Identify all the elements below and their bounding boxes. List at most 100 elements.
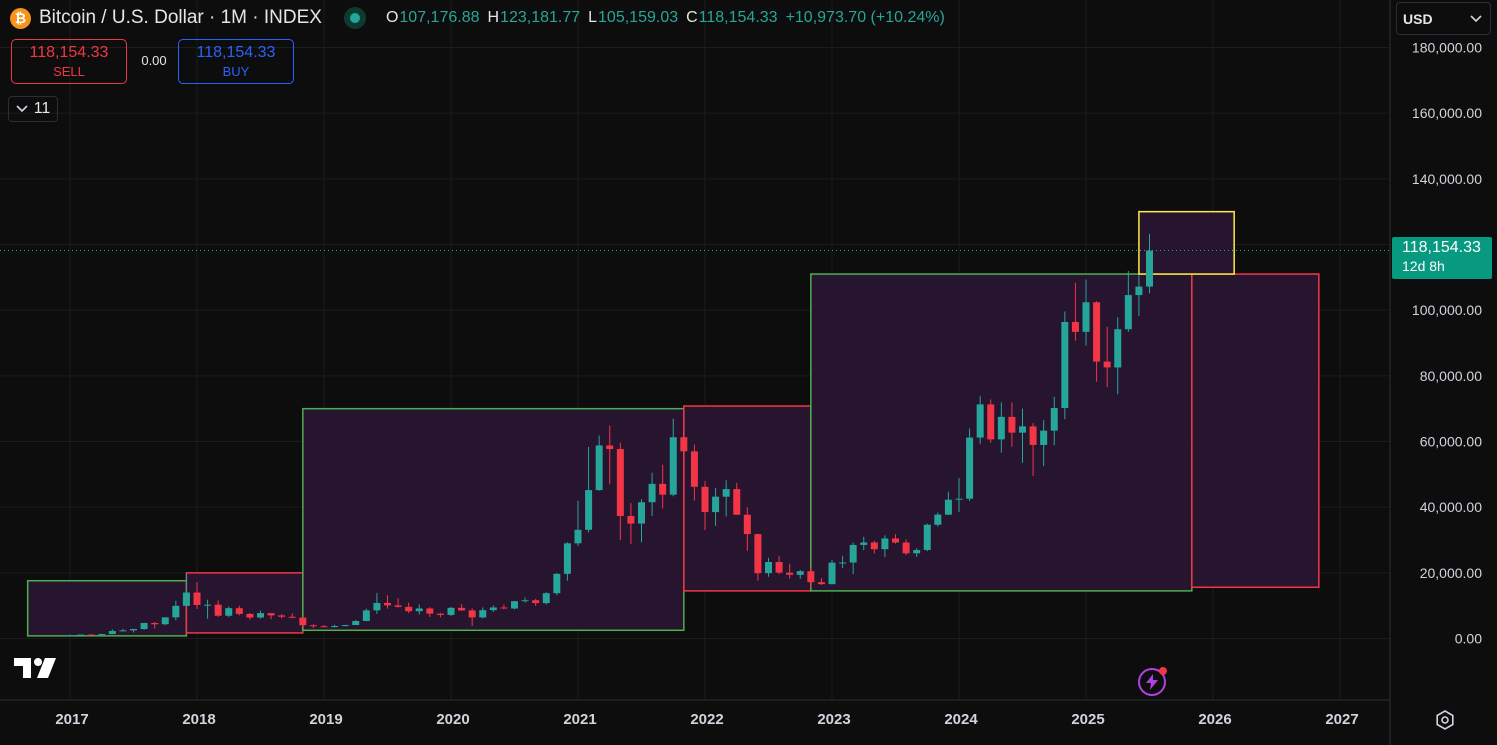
candle-body: [468, 610, 476, 618]
candle-body: [733, 489, 741, 515]
candle-body: [532, 600, 540, 604]
close-value: 118,154.33: [698, 9, 778, 26]
candle-body: [987, 404, 995, 440]
candle-body: [309, 625, 317, 627]
candle-body: [521, 600, 529, 602]
candle-body: [214, 604, 222, 616]
x-tick-label: 2018: [182, 711, 215, 728]
high-value: 123,181.77: [500, 9, 581, 26]
candle-body: [66, 635, 74, 637]
candle-body: [362, 610, 370, 622]
candle-body: [436, 613, 444, 615]
candle-body: [320, 626, 328, 628]
candle-body: [966, 437, 974, 499]
candle-body: [489, 607, 497, 611]
lightning-icon[interactable]: [1138, 667, 1167, 696]
candle-body: [1008, 416, 1016, 433]
y-tick-label: 180,000.00: [1412, 40, 1482, 56]
market-status-icon[interactable]: [343, 7, 366, 29]
currency-select[interactable]: USD: [1396, 2, 1491, 35]
candle-body: [712, 496, 720, 513]
y-tick-label: 20,000.00: [1420, 565, 1482, 581]
notification-dot: [1159, 667, 1167, 675]
indicators-toggle-button[interactable]: 11: [8, 96, 58, 122]
candle-body: [595, 445, 603, 491]
candle-body: [246, 613, 254, 618]
candle-body: [108, 630, 116, 635]
candle-body: [997, 416, 1005, 440]
candle-body: [1146, 250, 1153, 287]
candle-body: [373, 602, 381, 611]
candle-body: [415, 608, 423, 612]
candle-body: [902, 542, 910, 554]
candle-body: [892, 538, 899, 543]
y-tick-label: 40,000.00: [1420, 499, 1482, 515]
candle-body: [161, 617, 169, 625]
candle-body: [299, 617, 307, 626]
y-tick-label: 60,000.00: [1420, 434, 1482, 450]
x-tick-label: 2027: [1325, 711, 1358, 728]
candle-body: [1082, 302, 1090, 332]
candle-body: [278, 615, 286, 617]
symbol-header: ₿ Bitcoin / U.S. Dollar · 1M · INDEX O10…: [10, 4, 945, 32]
candle-body: [701, 486, 709, 513]
candle-body: [140, 622, 148, 630]
candle-body: [881, 538, 889, 550]
last-price-label: 118,154.33 12d 8h: [1392, 237, 1492, 279]
y-tick-label: 80,000.00: [1420, 368, 1482, 384]
close-label: C: [686, 9, 698, 26]
candle-body: [765, 561, 772, 574]
sell-label: SELL: [53, 64, 85, 79]
candle-body: [574, 529, 582, 544]
candle-body: [1061, 321, 1069, 409]
candle-body: [955, 498, 963, 500]
candle-body: [828, 562, 836, 585]
candle-body: [913, 549, 921, 554]
candle-body: [500, 607, 508, 609]
candle-body: [511, 601, 518, 609]
candle-body: [204, 604, 212, 606]
candle-body: [553, 573, 561, 594]
candle-body: [151, 622, 159, 625]
candle-body: [394, 605, 402, 607]
x-tick-label: 2026: [1198, 711, 1231, 728]
y-tick-label: 160,000.00: [1412, 105, 1482, 121]
candle-body: [331, 625, 339, 628]
candle-body: [1114, 329, 1122, 368]
candle-body: [775, 561, 783, 573]
candle-body: [923, 524, 931, 550]
candle-body: [267, 613, 275, 616]
x-tick-label: 2019: [309, 711, 342, 728]
candle-body: [1029, 426, 1037, 445]
candle-body: [659, 483, 667, 495]
candle-body: [1103, 361, 1111, 368]
candle-body: [1135, 286, 1143, 296]
last-price-value: 118,154.33: [1402, 239, 1481, 256]
candle-body: [860, 542, 868, 545]
bar-countdown: 12d 8h: [1402, 258, 1445, 274]
chevron-down-icon: [1470, 14, 1482, 22]
symbol-title[interactable]: Bitcoin / U.S. Dollar · 1M · INDEX: [39, 7, 322, 28]
candle-body: [807, 571, 815, 583]
candle-body: [627, 516, 635, 524]
candle-body: [616, 449, 624, 517]
candle-body: [669, 437, 677, 495]
candle-body: [1019, 426, 1026, 433]
y-tick-label: 100,000.00: [1412, 302, 1482, 318]
spread-value: 0.00: [141, 53, 167, 68]
candle-body: [479, 610, 487, 618]
candle-body: [606, 445, 614, 450]
candle-body: [542, 593, 550, 604]
sell-button[interactable]: 118,154.33 SELL: [11, 39, 127, 84]
candle-body: [405, 606, 413, 612]
candle-body: [817, 582, 825, 585]
candle-body: [722, 489, 730, 497]
candle-body: [934, 514, 942, 525]
bitcoin-logo-icon: ₿: [10, 7, 31, 29]
candle-body: [1040, 430, 1048, 445]
gear-icon[interactable]: [1433, 708, 1457, 732]
tradingview-logo-icon[interactable]: [14, 656, 58, 685]
buy-button[interactable]: 118,154.33 BUY: [178, 39, 294, 84]
candle-body: [743, 514, 751, 535]
